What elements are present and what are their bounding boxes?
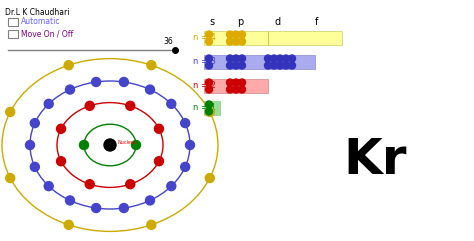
Circle shape (227, 55, 234, 62)
Circle shape (206, 101, 212, 108)
Circle shape (30, 162, 39, 171)
FancyBboxPatch shape (204, 55, 315, 69)
Circle shape (185, 141, 194, 149)
Circle shape (146, 85, 155, 94)
Circle shape (26, 141, 35, 149)
Circle shape (233, 86, 239, 93)
Circle shape (131, 141, 140, 149)
Text: n = 2: n = 2 (193, 81, 216, 91)
Circle shape (276, 55, 283, 62)
Circle shape (227, 38, 234, 45)
Circle shape (271, 55, 277, 62)
Circle shape (233, 31, 239, 38)
Circle shape (6, 174, 15, 183)
Circle shape (126, 180, 135, 189)
Circle shape (227, 79, 234, 86)
Circle shape (227, 86, 234, 93)
Circle shape (119, 77, 128, 87)
Text: f: f (315, 17, 319, 27)
Text: n = 3: n = 3 (193, 58, 216, 67)
Circle shape (233, 79, 239, 86)
Circle shape (119, 204, 128, 213)
Circle shape (56, 157, 65, 166)
Text: Automatic: Automatic (21, 18, 61, 27)
Circle shape (206, 31, 212, 38)
Circle shape (80, 141, 89, 149)
Circle shape (289, 62, 295, 69)
Circle shape (85, 180, 94, 189)
Circle shape (181, 119, 190, 128)
Text: s: s (210, 17, 215, 27)
Text: n = 1: n = 1 (193, 103, 216, 113)
Circle shape (227, 31, 234, 38)
Circle shape (271, 62, 277, 69)
Text: p: p (237, 17, 243, 27)
Circle shape (104, 139, 116, 151)
Circle shape (147, 61, 156, 70)
FancyBboxPatch shape (8, 30, 18, 38)
Circle shape (238, 62, 246, 69)
Circle shape (167, 99, 176, 108)
Circle shape (205, 107, 214, 116)
Circle shape (44, 182, 53, 191)
Text: Nucleus: Nucleus (118, 141, 137, 146)
Circle shape (65, 85, 74, 94)
Text: Move On / Off: Move On / Off (21, 29, 73, 39)
Circle shape (206, 108, 212, 115)
Circle shape (206, 55, 212, 62)
Circle shape (85, 101, 94, 110)
Circle shape (264, 62, 272, 69)
Circle shape (44, 99, 53, 108)
Circle shape (233, 38, 239, 45)
Circle shape (206, 62, 212, 69)
Circle shape (238, 79, 246, 86)
Circle shape (206, 38, 212, 45)
Circle shape (233, 62, 239, 69)
Circle shape (6, 107, 15, 116)
Text: n = 4: n = 4 (193, 33, 216, 42)
Circle shape (30, 119, 39, 128)
Text: d: d (275, 17, 281, 27)
Circle shape (91, 204, 100, 213)
Text: Kr: Kr (343, 136, 407, 184)
Circle shape (146, 196, 155, 205)
Circle shape (227, 62, 234, 69)
Text: 36: 36 (163, 37, 173, 46)
Circle shape (205, 174, 214, 183)
Circle shape (167, 182, 176, 191)
Circle shape (64, 220, 73, 229)
FancyBboxPatch shape (204, 101, 220, 115)
Circle shape (155, 157, 164, 166)
Circle shape (181, 162, 190, 171)
Circle shape (126, 101, 135, 110)
Circle shape (155, 124, 164, 133)
Circle shape (206, 86, 212, 93)
Circle shape (238, 38, 246, 45)
Circle shape (65, 196, 74, 205)
Circle shape (56, 124, 65, 133)
Circle shape (238, 86, 246, 93)
Circle shape (238, 31, 246, 38)
FancyBboxPatch shape (204, 79, 268, 93)
Circle shape (238, 55, 246, 62)
Circle shape (283, 62, 290, 69)
Circle shape (264, 55, 272, 62)
FancyBboxPatch shape (8, 18, 18, 26)
Circle shape (91, 77, 100, 87)
Circle shape (233, 55, 239, 62)
Circle shape (276, 62, 283, 69)
Circle shape (289, 55, 295, 62)
Circle shape (206, 79, 212, 86)
Circle shape (64, 61, 73, 70)
FancyBboxPatch shape (204, 31, 342, 45)
Circle shape (283, 55, 290, 62)
Circle shape (147, 220, 156, 229)
Text: Dr.L K Chaudhari: Dr.L K Chaudhari (5, 8, 70, 17)
